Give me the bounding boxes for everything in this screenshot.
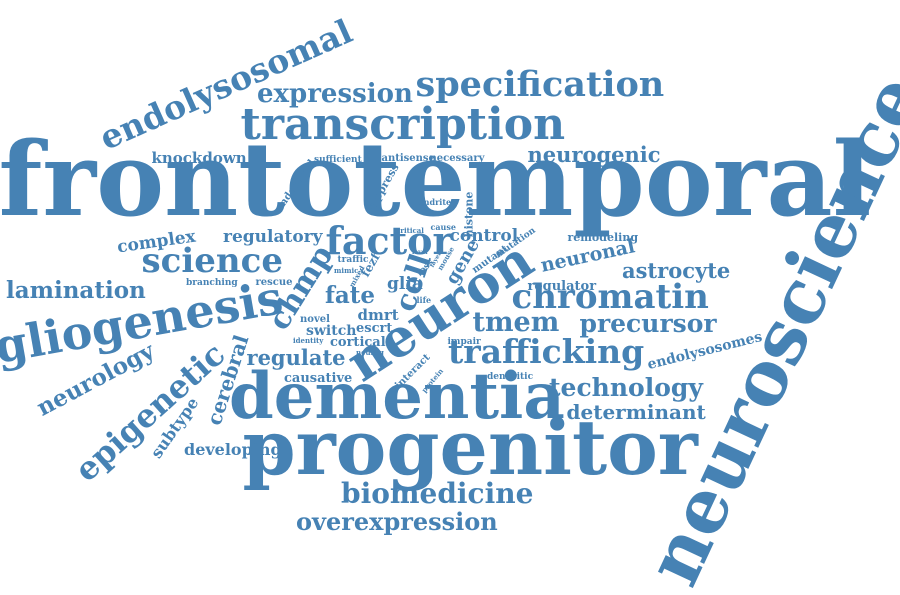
word-glia: glia — [387, 273, 423, 294]
word-escrt: escrt — [356, 320, 393, 336]
word-switch: switch — [306, 323, 357, 339]
word-cortical: cortical — [330, 334, 386, 350]
word-biomedicine: biomedicine — [341, 477, 534, 510]
word-mimic: mimic — [334, 265, 359, 275]
word-remodeling: remodeling — [567, 230, 639, 244]
word-rescue: rescue — [255, 277, 293, 288]
word-dendrite: dendrite — [413, 197, 452, 207]
word-overexpression: overexpression — [296, 507, 498, 536]
word-precursor: precursor — [579, 308, 717, 338]
word-lamination: lamination — [6, 276, 146, 304]
word-transcription: transcription — [240, 99, 566, 150]
word-frontotemporal: frontotemporal — [0, 120, 872, 240]
word-traffic: traffic — [337, 254, 369, 265]
word-causative: causative — [284, 370, 353, 386]
word-dmrt: dmrt — [357, 305, 399, 324]
word-science: science — [141, 241, 283, 281]
word-specification: specification — [415, 63, 665, 105]
word-histone: histone — [462, 191, 476, 237]
word-developing: developing — [184, 440, 282, 459]
word-neurogenic: neurogenic — [527, 141, 661, 167]
word-regulatory: regulatory — [223, 226, 323, 247]
word-dendritic: dendritic — [487, 371, 534, 382]
word-necessary: necessary — [429, 153, 485, 164]
word-expression: expression — [257, 79, 413, 109]
word-life: life — [416, 295, 432, 305]
word-regulator: regulator — [527, 278, 597, 294]
word-determinant: determinant — [566, 400, 706, 424]
word-branching: branching — [186, 277, 238, 288]
word-regulate: regulate — [246, 344, 346, 370]
word-chromatin: chromatin — [511, 277, 709, 317]
word-critical: critical — [396, 225, 424, 235]
word-cause: cause — [430, 222, 456, 232]
word-sufficient: sufficient — [314, 154, 362, 165]
word-fate: fate — [325, 281, 376, 309]
word-neurog: neurog — [356, 347, 384, 357]
word-trafficking: trafficking — [448, 331, 645, 371]
word-novel: novel — [300, 314, 330, 325]
word-technology: technology — [549, 372, 703, 402]
word-antisense: antisense — [381, 153, 435, 164]
word-knockdown: knockdown — [151, 148, 247, 167]
word-control: control — [449, 225, 519, 246]
word-factor: factor — [325, 218, 453, 263]
word-astrocyte: astrocyte — [622, 257, 731, 283]
word-progenitor: progenitor — [242, 403, 698, 492]
word-identity: identity — [293, 335, 324, 345]
word-tmem: tmem — [472, 306, 560, 338]
word-level: level — [412, 249, 428, 256]
word-dementia: dementia — [229, 359, 565, 434]
word-impair: impair — [447, 336, 481, 347]
